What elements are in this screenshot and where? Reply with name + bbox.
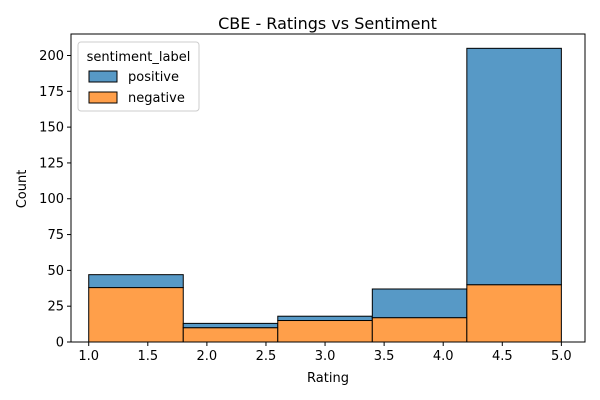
- y-tick-label: 100: [39, 192, 64, 207]
- bar-negative-3: [277, 320, 373, 343]
- x-tick-label: 2.0: [197, 349, 218, 364]
- bar-positive-5: [466, 47, 562, 286]
- bar-negative-4: [371, 317, 468, 343]
- x-tick-label: 3.0: [315, 349, 336, 364]
- bar-positive-2: [182, 322, 279, 329]
- bar-positive-4: [371, 288, 468, 319]
- y-tick-label: 200: [39, 49, 64, 64]
- bar-negative-2: [182, 327, 279, 343]
- bar-negative-1: [88, 287, 184, 343]
- legend-swatch-negative: [88, 91, 118, 104]
- x-tick-label: 3.5: [374, 349, 395, 364]
- x-tick-label: 4.5: [492, 349, 513, 364]
- plot-frame: [70, 33, 586, 343]
- legend-label-positive: positive: [128, 70, 179, 85]
- x-tick-label: 1.5: [137, 349, 158, 364]
- y-axis-label: Count: [15, 170, 30, 209]
- y-tick-label: 0: [56, 336, 64, 351]
- x-tick-label: 4.0: [433, 349, 454, 364]
- y-tick-label: 50: [47, 264, 64, 279]
- y-tick-label: 150: [39, 121, 64, 136]
- x-tick-label: 1.0: [78, 349, 99, 364]
- legend: sentiment_label positive negative: [77, 41, 200, 112]
- bar-positive-1: [88, 274, 184, 289]
- x-tick-label: 5.0: [551, 349, 572, 364]
- legend-swatch-positive: [88, 70, 118, 83]
- x-tick-label: 2.5: [256, 349, 277, 364]
- ticks-layer: 1.0 1.5 2.0 2.5 3.0 3.5 4.0 4.5 5.0 0 25 50 75 100 125…: [39, 49, 572, 364]
- y-tick-label: 125: [39, 156, 64, 171]
- y-tick-label: 75: [47, 228, 64, 243]
- x-axis-label: Rating: [307, 371, 349, 386]
- legend-title: sentiment_label: [87, 50, 191, 65]
- chart-title: CBE - Ratings vs Sentiment: [218, 14, 437, 33]
- legend-label-negative: negative: [128, 91, 185, 106]
- y-tick-label: 25: [47, 300, 64, 315]
- bar-positive-3: [277, 315, 373, 322]
- y-tick-label: 175: [39, 85, 64, 100]
- bars-layer: [88, 47, 562, 343]
- bar-negative-5: [466, 284, 562, 343]
